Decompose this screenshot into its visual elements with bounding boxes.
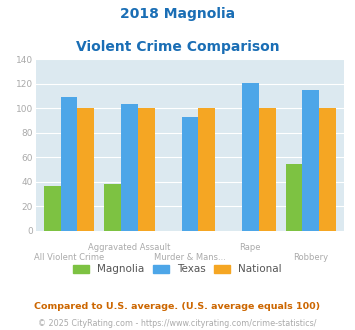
Text: Compared to U.S. average. (U.S. average equals 100): Compared to U.S. average. (U.S. average … <box>34 302 321 311</box>
Text: Aggravated Assault: Aggravated Assault <box>88 243 171 252</box>
Text: Robbery: Robbery <box>293 253 328 262</box>
Legend: Magnolia, Texas, National: Magnolia, Texas, National <box>69 260 286 279</box>
Bar <box>77 109 94 231</box>
Bar <box>286 164 302 231</box>
Bar <box>198 109 215 231</box>
Text: Murder & Mans...: Murder & Mans... <box>154 253 226 262</box>
Text: 2018 Magnolia: 2018 Magnolia <box>120 7 235 20</box>
Bar <box>138 109 155 231</box>
Bar <box>259 109 275 231</box>
Bar <box>44 186 61 231</box>
Bar <box>302 90 319 231</box>
Text: Violent Crime Comparison: Violent Crime Comparison <box>76 40 279 53</box>
Bar <box>61 97 77 231</box>
Bar <box>242 83 259 231</box>
Bar <box>319 109 336 231</box>
Bar <box>104 184 121 231</box>
Bar <box>181 117 198 231</box>
Text: © 2025 CityRating.com - https://www.cityrating.com/crime-statistics/: © 2025 CityRating.com - https://www.city… <box>38 319 317 328</box>
Text: All Violent Crime: All Violent Crime <box>34 253 104 262</box>
Bar <box>121 104 138 231</box>
Text: Rape: Rape <box>240 243 261 252</box>
